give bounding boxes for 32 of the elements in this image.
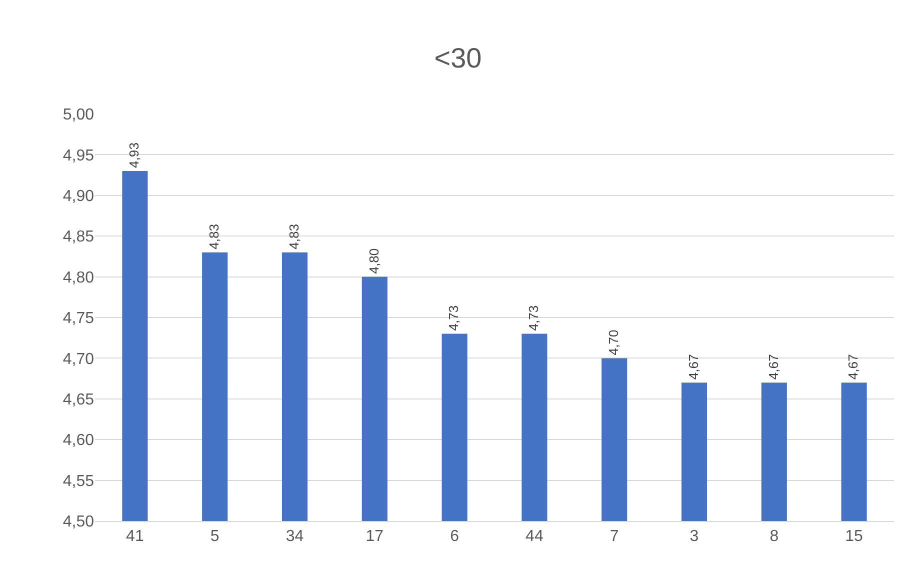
y-tick-label: 4,90 <box>62 188 94 205</box>
x-tick-label: 34 <box>286 528 304 546</box>
x-tick-label: 41 <box>126 528 144 546</box>
y-tick-label: 4,85 <box>62 228 94 246</box>
x-tick-label: 5 <box>210 528 220 546</box>
data-label: 4,73 <box>446 305 462 331</box>
y-tick-label: 5,00 <box>62 106 94 124</box>
y-tick-label: 4,50 <box>62 514 94 531</box>
x-tick-label: 6 <box>450 528 460 546</box>
data-label: 4,67 <box>846 354 861 380</box>
y-tick-label: 4,80 <box>62 269 94 286</box>
x-tick-label: 7 <box>610 528 619 546</box>
y-tick-label: 4,60 <box>62 432 94 450</box>
y-tick-label: 4,55 <box>62 472 94 490</box>
x-tick-label: 15 <box>845 528 864 546</box>
x-tick-label: 3 <box>690 528 699 546</box>
data-label: 4,93 <box>126 142 142 168</box>
y-tick-label: 4,70 <box>62 350 94 368</box>
data-label: 4,80 <box>366 248 382 274</box>
data-label: 4,67 <box>686 354 701 380</box>
y-tick-label: 4,95 <box>62 147 94 164</box>
data-label: 4,73 <box>526 305 542 331</box>
x-tick-label: 17 <box>366 528 384 546</box>
data-label: 4,67 <box>766 354 781 380</box>
x-tick-label: 8 <box>770 528 779 546</box>
y-tick-label: 4,65 <box>62 392 94 408</box>
data-label: 4,83 <box>286 224 302 250</box>
y-tick-label: 4,75 <box>62 310 94 328</box>
x-tick-label: 44 <box>526 528 544 546</box>
chart-title: <30 <box>434 42 482 74</box>
data-label: 4,83 <box>206 224 222 250</box>
data-label: 4,70 <box>606 330 622 356</box>
